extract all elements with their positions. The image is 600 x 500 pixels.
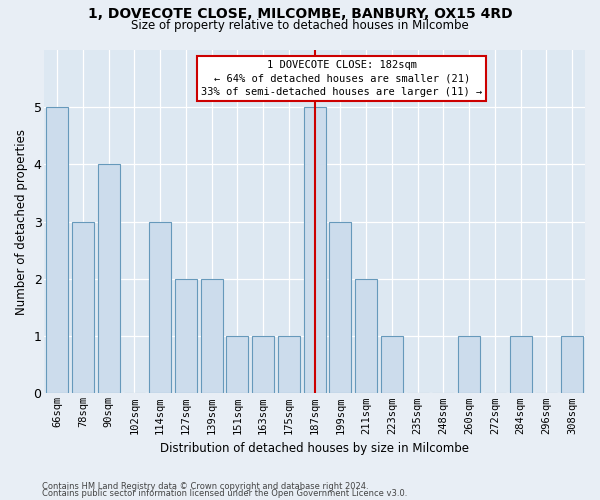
Bar — [149, 222, 171, 394]
Text: Contains HM Land Registry data © Crown copyright and database right 2024.: Contains HM Land Registry data © Crown c… — [42, 482, 368, 491]
Bar — [252, 336, 274, 394]
Bar — [458, 336, 480, 394]
Text: Contains public sector information licensed under the Open Government Licence v3: Contains public sector information licen… — [42, 489, 407, 498]
Bar — [226, 336, 248, 394]
Bar — [175, 279, 197, 394]
Text: Size of property relative to detached houses in Milcombe: Size of property relative to detached ho… — [131, 19, 469, 32]
Bar — [201, 279, 223, 394]
Bar — [98, 164, 119, 394]
Bar — [355, 279, 377, 394]
Bar — [46, 107, 68, 394]
Text: 1, DOVECOTE CLOSE, MILCOMBE, BANBURY, OX15 4RD: 1, DOVECOTE CLOSE, MILCOMBE, BANBURY, OX… — [88, 8, 512, 22]
Bar — [278, 336, 300, 394]
Bar — [509, 336, 532, 394]
Bar — [381, 336, 403, 394]
Bar — [561, 336, 583, 394]
Y-axis label: Number of detached properties: Number of detached properties — [15, 128, 28, 314]
Bar — [329, 222, 352, 394]
X-axis label: Distribution of detached houses by size in Milcombe: Distribution of detached houses by size … — [160, 442, 469, 455]
Bar — [304, 107, 326, 394]
Text: 1 DOVECOTE CLOSE: 182sqm
← 64% of detached houses are smaller (21)
33% of semi-d: 1 DOVECOTE CLOSE: 182sqm ← 64% of detach… — [201, 60, 482, 96]
Bar — [72, 222, 94, 394]
